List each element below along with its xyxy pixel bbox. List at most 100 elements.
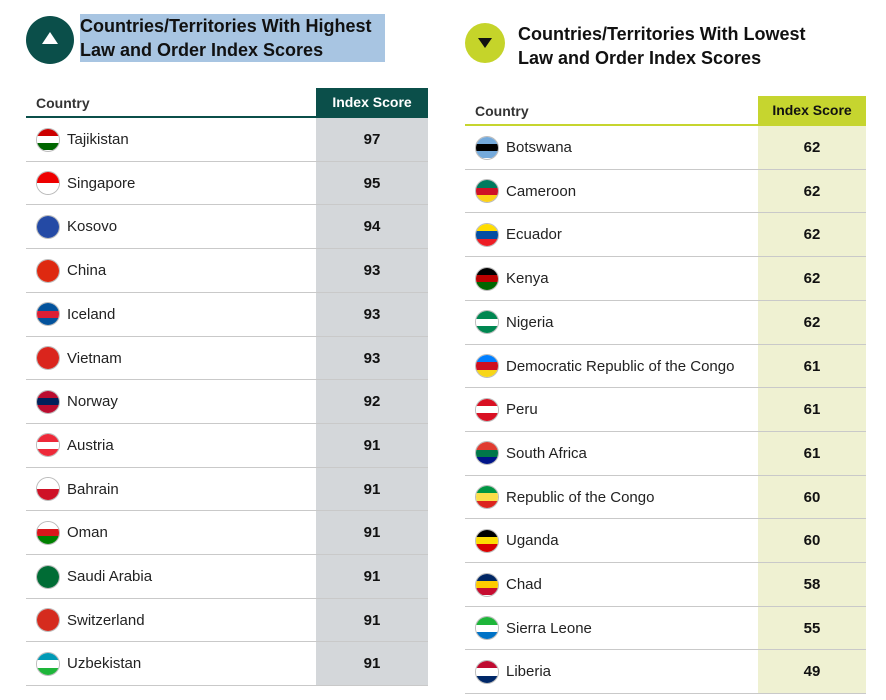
flag-icon — [36, 608, 60, 633]
flag-icon — [36, 302, 60, 327]
country-name: Republic of the Congo — [506, 488, 655, 506]
row-divider — [26, 291, 428, 293]
index-score: 61 — [803, 357, 821, 375]
flag-icon — [475, 135, 499, 160]
flag-icon — [36, 477, 60, 502]
index-score: 91 — [363, 436, 381, 454]
country-name: Kenya — [506, 270, 549, 288]
flag-icon — [36, 520, 60, 545]
row-divider — [26, 597, 428, 599]
country-name: Singapore — [67, 174, 136, 192]
down-icon — [465, 23, 505, 63]
flag-icon — [36, 433, 60, 458]
index-score: 94 — [363, 218, 381, 236]
flag-icon — [36, 346, 60, 370]
row-divider — [26, 204, 428, 206]
row-divider — [465, 387, 866, 389]
country-name: China — [67, 262, 107, 280]
country-name: Norway — [67, 393, 118, 411]
country-name: Democratic Republic of the Congo — [506, 357, 735, 375]
country-name: Tajikistan — [67, 131, 129, 148]
row-divider — [26, 641, 428, 643]
country-name: Bahrain — [67, 480, 119, 498]
index-score: 93 — [363, 262, 381, 280]
row-divider — [465, 343, 866, 345]
panel-title: Countries/Territories With Lowest Law an… — [518, 24, 806, 68]
flag-icon — [36, 214, 60, 239]
index-score: 62 — [803, 313, 821, 331]
flag-icon — [475, 528, 499, 553]
flag-icon — [36, 651, 60, 676]
index-score: 62 — [803, 270, 821, 288]
flag-icon — [475, 441, 499, 466]
row-divider — [465, 605, 866, 607]
header-rule — [465, 124, 866, 126]
row-divider — [26, 685, 428, 687]
index-score: 61 — [803, 444, 821, 462]
flag-icon — [475, 485, 499, 510]
score-column — [316, 88, 428, 687]
row-divider — [465, 212, 866, 214]
index-score: 58 — [803, 576, 821, 593]
flag-icon — [475, 572, 499, 597]
flag-icon — [36, 389, 60, 414]
country-name: Nigeria — [506, 313, 554, 331]
row-divider — [26, 554, 428, 555]
flag-icon — [475, 266, 499, 291]
country-name: Uganda — [506, 532, 559, 550]
country-name: Sierra Leone — [506, 619, 592, 637]
index-score: 61 — [803, 401, 821, 419]
header-cell: Country — [475, 103, 529, 119]
flag-icon — [475, 397, 499, 422]
row-divider — [26, 466, 428, 468]
row-divider — [465, 474, 866, 476]
index-score: 97 — [363, 131, 381, 148]
index-score: 62 — [803, 226, 821, 244]
flag-icon — [475, 616, 499, 641]
country-name: Chad — [506, 576, 542, 593]
index-score: 95 — [363, 174, 381, 192]
left-panel: Countries/Territories With Highest Law a… — [0, 0, 440, 700]
flag-icon — [475, 659, 499, 684]
index-score: 93 — [363, 349, 381, 367]
row-divider — [465, 168, 866, 170]
row-divider — [26, 248, 428, 250]
index-score: 62 — [803, 182, 821, 200]
row-divider — [26, 335, 428, 337]
flag-icon — [36, 171, 60, 196]
index-score: 91 — [363, 480, 381, 498]
header-cell: Index Score — [316, 88, 428, 117]
row-divider — [465, 256, 866, 258]
index-score: 91 — [363, 524, 381, 542]
index-score: 55 — [803, 619, 821, 637]
row-divider — [465, 299, 866, 301]
country-name: Iceland — [67, 305, 116, 323]
country-name: Cameroon — [506, 182, 577, 200]
flag-icon — [36, 258, 60, 283]
row-divider — [26, 422, 428, 424]
flag-icon — [36, 127, 60, 152]
row-divider — [26, 160, 428, 162]
row-divider — [26, 379, 428, 381]
country-name: Uzbekistan — [67, 655, 142, 673]
row-divider — [465, 562, 866, 563]
country-name: Saudi Arabia — [67, 568, 153, 585]
row-divider — [465, 649, 866, 651]
country-name: Oman — [67, 524, 108, 542]
row-divider — [465, 693, 866, 695]
country-name: Peru — [506, 401, 538, 419]
index-score: 93 — [363, 305, 381, 323]
index-score: 49 — [803, 663, 821, 681]
header-cell: Index Score — [758, 96, 866, 125]
country-name: Liberia — [506, 663, 552, 681]
flag-icon — [475, 354, 499, 378]
panel-title: Countries/Territories With Highest Law a… — [80, 14, 385, 62]
header-rule — [26, 116, 428, 118]
country-name: Botswana — [506, 139, 572, 156]
index-score: 60 — [803, 488, 821, 506]
country-name: Vietnam — [67, 349, 122, 367]
index-score: 91 — [363, 568, 381, 585]
row-divider — [26, 510, 428, 512]
right-panel: Countries/Territories With Lowest Law an… — [440, 0, 886, 700]
